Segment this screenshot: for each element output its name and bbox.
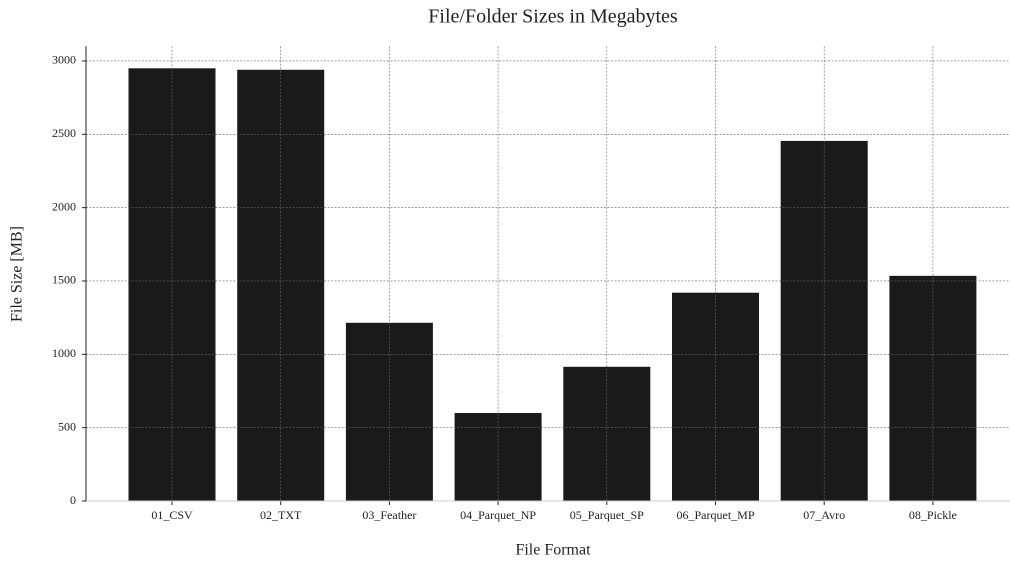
x-tick-label: 07_Avro xyxy=(803,508,845,522)
x-tick-label: 08_Pickle xyxy=(909,508,957,522)
chart-title: File/Folder Sizes in Megabytes xyxy=(428,6,678,28)
x-tick-label: 05_Parquet_SP xyxy=(570,508,644,522)
y-tick-label: 500 xyxy=(58,419,76,433)
y-tick-label: 2000 xyxy=(52,199,76,213)
x-tick-label: 01_CSV xyxy=(151,508,193,522)
x-tick-label: 04_Parquet_NP xyxy=(460,508,536,522)
y-tick-label: 0 xyxy=(70,493,76,507)
x-tick-label: 03_Feather xyxy=(362,508,416,522)
y-tick-label: 2500 xyxy=(52,126,76,140)
x-tick-label: 02_TXT xyxy=(260,508,302,522)
y-tick-label: 1500 xyxy=(52,273,76,287)
x-axis-label: File Format xyxy=(515,542,591,559)
x-tick-label: 06_Parquet_MP xyxy=(677,508,755,522)
y-tick-label: 1000 xyxy=(52,346,76,360)
y-tick-label: 3000 xyxy=(52,53,76,67)
y-axis-label: File Size [MB] xyxy=(9,226,26,322)
